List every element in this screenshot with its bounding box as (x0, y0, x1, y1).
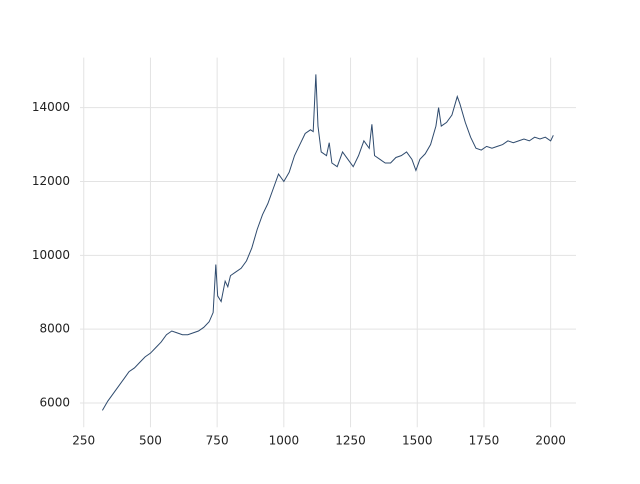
y-tick-label: 12000 (32, 174, 70, 188)
x-tick-label: 750 (206, 434, 229, 448)
y-tick-label: 8000 (39, 322, 70, 336)
y-tick-label: 14000 (32, 100, 70, 114)
y-tick-label: 6000 (39, 396, 70, 410)
data-line (101, 74, 554, 411)
x-tick-label: 2000 (535, 434, 566, 448)
x-tick-label: 1750 (469, 434, 500, 448)
x-tick-label: 250 (72, 434, 95, 448)
x-tick-label: 500 (139, 434, 162, 448)
y-tick-label: 10000 (32, 248, 70, 262)
x-tick-label: 1000 (269, 434, 300, 448)
x-tick-label: 1250 (335, 434, 366, 448)
x-tick-label: 1500 (402, 434, 433, 448)
